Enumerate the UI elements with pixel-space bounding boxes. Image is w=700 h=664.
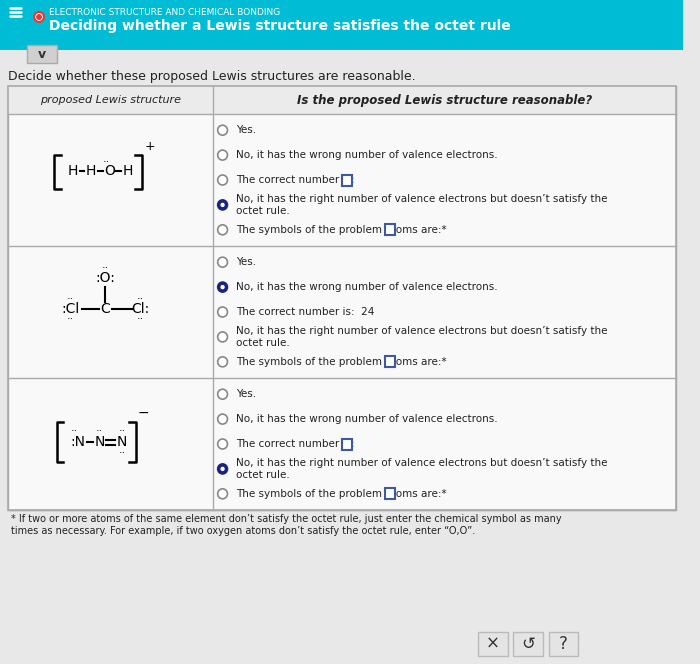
Text: The correct number is:  24: The correct number is: 24: [236, 307, 374, 317]
Text: The correct number is:: The correct number is:: [236, 439, 355, 449]
Text: :N: :N: [71, 435, 85, 449]
Circle shape: [218, 225, 228, 235]
Bar: [384, 488, 395, 499]
Text: ··: ··: [118, 426, 126, 436]
Text: ··: ··: [66, 294, 74, 304]
Circle shape: [218, 389, 228, 399]
Text: ··: ··: [71, 426, 78, 436]
Circle shape: [218, 257, 228, 267]
Bar: [384, 357, 395, 367]
Text: C: C: [101, 302, 111, 316]
Text: Yes.: Yes.: [236, 257, 256, 267]
Bar: [549, 632, 578, 656]
Circle shape: [218, 439, 228, 449]
Text: ··: ··: [102, 263, 109, 273]
Text: H: H: [68, 164, 78, 178]
Circle shape: [220, 467, 225, 471]
Text: ELECTRONIC STRUCTURE AND CHEMICAL BONDING: ELECTRONIC STRUCTURE AND CHEMICAL BONDIN…: [49, 7, 280, 17]
Circle shape: [218, 125, 228, 135]
Text: ··: ··: [137, 294, 144, 304]
Circle shape: [218, 489, 228, 499]
Bar: [27, 45, 57, 63]
Text: ··: ··: [96, 426, 103, 436]
Bar: [8, 86, 676, 510]
Text: The correct number is:: The correct number is:: [236, 175, 355, 185]
Text: O: O: [104, 164, 115, 178]
Text: N: N: [117, 435, 127, 449]
Text: No, it has the wrong number of valence electrons.: No, it has the wrong number of valence e…: [236, 282, 498, 292]
Text: * If two or more atoms of the same element don’t satisfy the octet rule, just en: * If two or more atoms of the same eleme…: [10, 514, 561, 536]
Text: −: −: [138, 406, 149, 420]
Text: The symbols of the problem atoms are:*: The symbols of the problem atoms are:*: [236, 225, 447, 235]
Text: No, it has the right number of valence electrons but doesn’t satisfy the
octet r: No, it has the right number of valence e…: [236, 326, 608, 348]
Text: ×: ×: [486, 635, 500, 653]
Text: +: +: [144, 140, 155, 153]
Bar: [342, 438, 352, 450]
Text: ··: ··: [118, 448, 126, 458]
Text: Decide whether these proposed Lewis structures are reasonable.: Decide whether these proposed Lewis stru…: [8, 70, 415, 83]
Bar: [8, 86, 676, 510]
Circle shape: [218, 200, 228, 210]
Bar: [0, 0, 683, 50]
Text: The symbols of the problem atoms are:*: The symbols of the problem atoms are:*: [236, 489, 447, 499]
Text: ?: ?: [559, 635, 568, 653]
Text: Yes.: Yes.: [236, 125, 256, 135]
Bar: [514, 632, 542, 656]
Text: Yes.: Yes.: [236, 389, 256, 399]
Bar: [8, 86, 676, 114]
Text: v: v: [38, 48, 46, 60]
Text: ··: ··: [66, 314, 74, 324]
Circle shape: [220, 285, 225, 290]
Circle shape: [218, 150, 228, 160]
Circle shape: [36, 14, 42, 20]
Text: No, it has the right number of valence electrons but doesn’t satisfy the
octet r: No, it has the right number of valence e…: [236, 457, 608, 480]
Text: Cl:: Cl:: [132, 302, 150, 316]
Text: H: H: [85, 164, 96, 178]
Circle shape: [34, 12, 44, 22]
Text: ↺: ↺: [522, 635, 535, 653]
Circle shape: [220, 203, 225, 207]
Circle shape: [218, 175, 228, 185]
Text: No, it has the right number of valence electrons but doesn’t satisfy the
octet r: No, it has the right number of valence e…: [236, 194, 608, 216]
Circle shape: [218, 307, 228, 317]
Text: ··: ··: [102, 157, 109, 167]
Circle shape: [218, 332, 228, 342]
Text: :Cl: :Cl: [61, 302, 79, 316]
Text: proposed Lewis structure: proposed Lewis structure: [40, 95, 181, 105]
Text: No, it has the wrong number of valence electrons.: No, it has the wrong number of valence e…: [236, 414, 498, 424]
Circle shape: [218, 357, 228, 367]
Text: The symbols of the problem atoms are:*: The symbols of the problem atoms are:*: [236, 357, 447, 367]
Circle shape: [218, 464, 228, 474]
Text: N: N: [94, 435, 105, 449]
Circle shape: [218, 282, 228, 292]
Text: Is the proposed Lewis structure reasonable?: Is the proposed Lewis structure reasonab…: [297, 94, 592, 106]
Circle shape: [218, 414, 228, 424]
Bar: [384, 224, 395, 235]
Bar: [342, 175, 352, 185]
Text: Deciding whether a Lewis structure satisfies the octet rule: Deciding whether a Lewis structure satis…: [49, 19, 510, 33]
Text: No, it has the wrong number of valence electrons.: No, it has the wrong number of valence e…: [236, 150, 498, 160]
Bar: [478, 632, 508, 656]
Text: :O:: :O:: [95, 271, 116, 285]
Text: ··: ··: [137, 314, 144, 324]
Text: H: H: [122, 164, 133, 178]
